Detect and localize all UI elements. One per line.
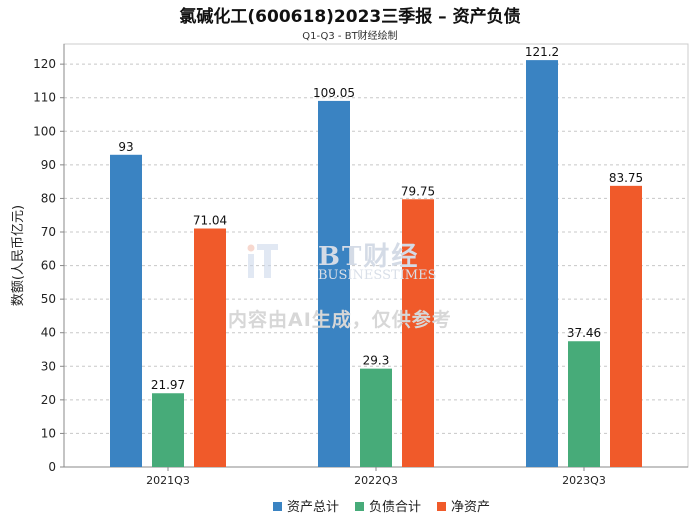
data-label: 121.2	[525, 45, 559, 59]
y-tick-label: 10	[41, 426, 56, 440]
y-tick-label: 80	[41, 191, 56, 205]
legend-label: 负债合计	[369, 500, 421, 515]
x-tick-label: 2021Q3	[146, 474, 190, 487]
watermark-brand: BT财经	[318, 242, 420, 272]
y-tick-label: 100	[33, 124, 56, 138]
bar	[568, 341, 600, 467]
legend-swatch	[355, 502, 364, 511]
bar	[610, 185, 642, 467]
legend-label: 资产总计	[287, 500, 339, 515]
bar	[360, 368, 392, 467]
legend-swatch	[437, 502, 446, 511]
bar	[526, 60, 558, 467]
chart-subtitle: Q1-Q3 - BT财经绘制	[302, 31, 398, 42]
watermark-note: 内容由AI生成，仅供参考	[228, 309, 452, 331]
data-label: 29.3	[363, 354, 390, 368]
y-tick-label: 50	[41, 292, 56, 306]
data-label: 21.97	[151, 378, 185, 392]
y-axis-label: 数额(人民币亿元)	[11, 205, 26, 306]
chart-title: 氯碱化工(600618)2023三季报 – 资产负债	[179, 7, 521, 27]
x-tick-label: 2022Q3	[354, 474, 398, 487]
bar	[194, 228, 226, 467]
y-tick-label: 30	[41, 359, 56, 373]
legend-swatch	[273, 502, 282, 511]
y-tick-label: 60	[41, 259, 56, 273]
legend-label: 净资产	[451, 500, 490, 515]
bt-logo-icon	[247, 244, 278, 278]
data-label: 93	[118, 140, 133, 154]
bar	[318, 100, 350, 468]
data-label: 109.05	[313, 86, 355, 100]
data-label: 79.75	[401, 184, 435, 198]
bar	[110, 154, 142, 468]
y-tick-label: 0	[48, 460, 56, 474]
y-tick-label: 120	[33, 57, 56, 71]
data-label: 83.75	[609, 171, 643, 185]
data-label: 37.46	[567, 326, 601, 340]
y-tick-label: 20	[41, 393, 56, 407]
x-tick-label: 2023Q3	[562, 474, 606, 487]
y-tick-label: 70	[41, 225, 56, 239]
bar	[152, 393, 184, 467]
y-tick-label: 110	[33, 91, 56, 105]
data-label: 71.04	[193, 214, 227, 228]
bar	[402, 199, 434, 467]
y-tick-label: 40	[41, 326, 56, 340]
watermark-brand-sub: BUSINESSTIMES	[318, 268, 437, 283]
y-tick-label: 90	[41, 158, 56, 172]
